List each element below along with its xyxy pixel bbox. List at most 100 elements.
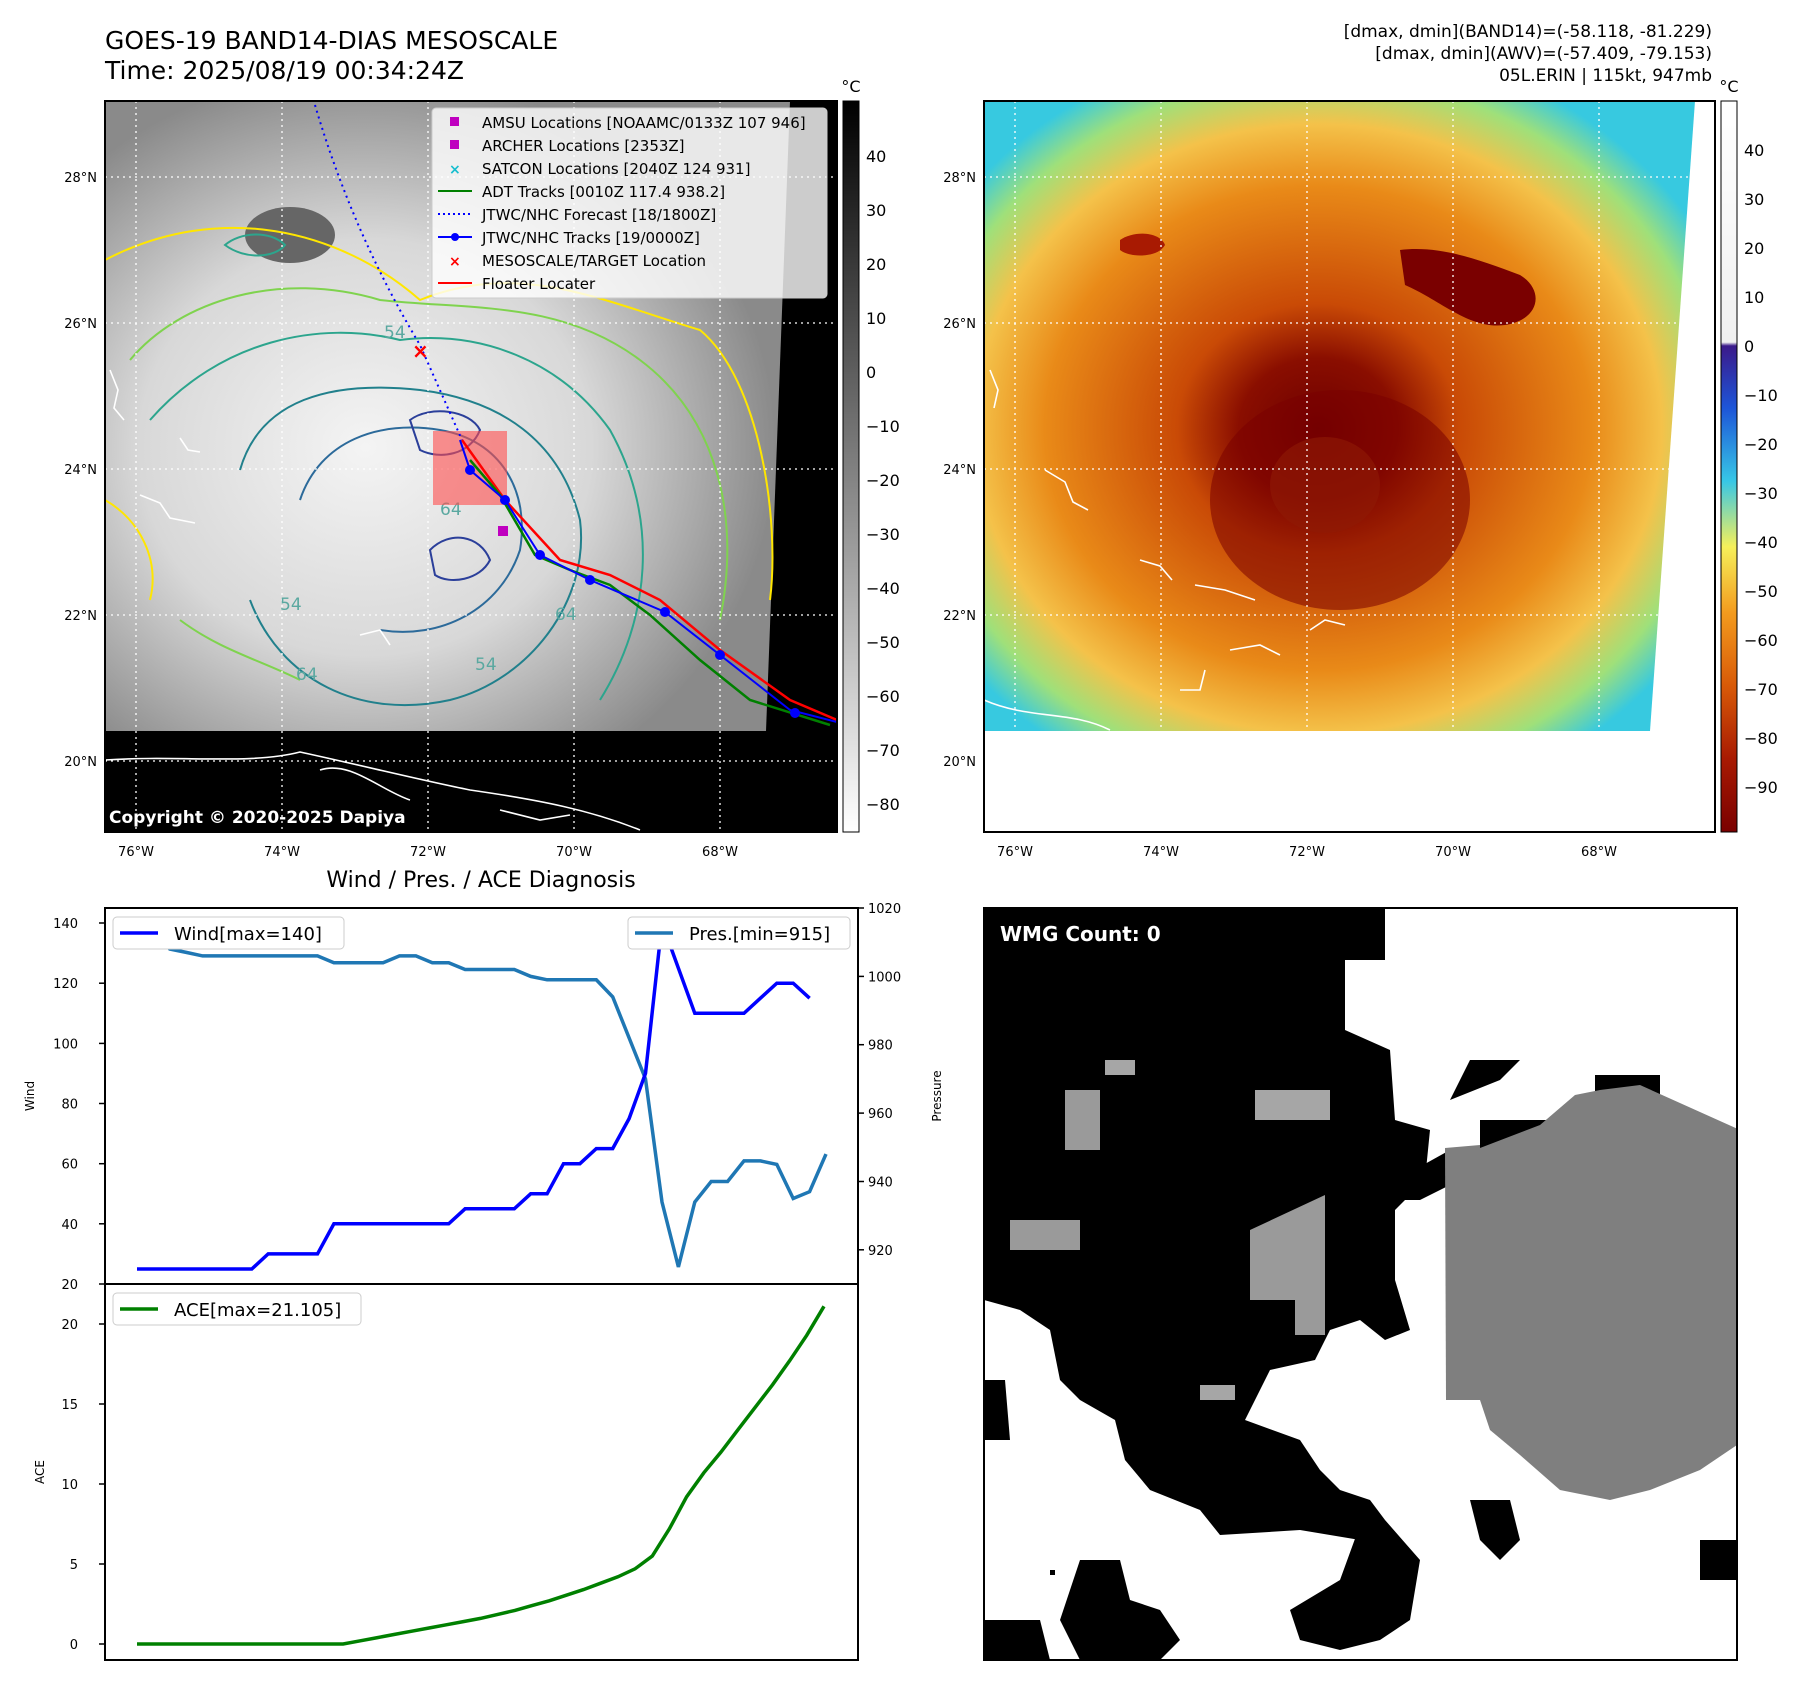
cbar-tick: −40	[1744, 533, 1778, 552]
lat-tick: 26°N	[64, 317, 97, 332]
forecast-track	[314, 104, 463, 441]
axis-tick-label: 5	[70, 1558, 78, 1573]
legend-amsu-marker	[450, 117, 459, 126]
cbar-tick: −70	[1744, 680, 1778, 699]
axis-tick-label: 20	[61, 1278, 78, 1293]
axis-tick-label: 60	[61, 1158, 78, 1173]
legend-adt-label: ADT Tracks [0010Z 117.4 938.2]	[482, 183, 725, 201]
cbar-tick: −50	[1744, 582, 1778, 601]
cbar-tick: −10	[1744, 386, 1778, 405]
amsu-marker	[498, 526, 508, 536]
legend-archer-label: ARCHER Locations [2353Z]	[482, 137, 685, 155]
wind-axis-ticks: 140 120 100 80 60 40 20	[53, 917, 105, 1293]
lon-tick: 76°W	[118, 845, 154, 860]
legend-archer-marker	[450, 140, 459, 149]
target-marker: ×	[412, 339, 429, 363]
cbar-tick: −50	[866, 633, 900, 652]
axis-tick-label: 100	[53, 1037, 78, 1052]
wmg-frame	[983, 907, 1738, 1661]
legend-target-marker: ×	[449, 254, 461, 270]
axis-tick-label: 20	[61, 1318, 78, 1333]
wmg-count-label: WMG Count: 0	[994, 919, 1167, 949]
axis-tick-label: 1020	[868, 902, 901, 917]
legend-amsu-label: AMSU Locations [NOAAMC/0133Z 107 946]	[482, 114, 806, 132]
wmg-black-region	[984, 908, 1430, 1540]
left-lon-ticks: 76°W 74°W 72°W 70°W 68°W	[118, 845, 738, 860]
lat-tick: 20°N	[943, 755, 976, 770]
info-line-3: 05L.ERIN | 115kt, 947mb	[1499, 66, 1712, 86]
cbar-tick: −70	[866, 741, 900, 760]
contour-label: 54	[475, 655, 497, 675]
lon-tick: 68°W	[702, 845, 738, 860]
axis-tick-label: 140	[53, 917, 78, 932]
axis-tick-label: 960	[868, 1107, 893, 1122]
map-legend: AMSU Locations [NOAAMC/0133Z 107 946] AR…	[431, 107, 828, 299]
axis-tick-label: 940	[868, 1176, 893, 1191]
ace-series-line	[137, 1305, 826, 1646]
lat-tick: 28°N	[943, 171, 976, 186]
contour-label: 54	[384, 323, 406, 343]
left-map-frame	[104, 100, 838, 833]
left-colorbar: °C 40 30 20 10 0 −10 −20 −30 −40 −50 −60…	[841, 77, 900, 833]
wmg-panel	[984, 908, 1737, 1660]
right-map-panel	[984, 101, 1715, 832]
cbar-tick: 10	[1744, 288, 1764, 307]
pressure-legend: Pres.[min=915]	[627, 916, 851, 950]
legend-jtwc-label: JTWC/NHC Tracks [19/0000Z]	[481, 229, 700, 247]
cbar-tick: 20	[1744, 239, 1764, 258]
cbar-tick: −30	[866, 525, 900, 544]
cbar-tick: 40	[1744, 141, 1764, 160]
coastlines	[105, 369, 641, 831]
ace-panel: 20 15 10 5 0 ACE ACE[max=21.105]	[33, 1283, 859, 1661]
pressure-axis-label: Pressure	[930, 1070, 944, 1121]
wind-legend-label: Wind[max=140]	[174, 924, 322, 945]
lon-tick: 70°W	[556, 845, 592, 860]
diag-title: Wind / Pres. / ACE Diagnosis	[326, 868, 635, 893]
left-colorbar-unit: °C	[841, 77, 860, 96]
cbar-tick: −80	[866, 795, 900, 814]
right-coastlines	[984, 369, 1346, 731]
cbar-tick: −60	[866, 687, 900, 706]
cbar-tick: 40	[866, 147, 886, 166]
legend-floater-label: Floater Locater	[482, 275, 596, 293]
floater-track	[460, 439, 837, 722]
lat-tick: 28°N	[64, 171, 97, 186]
copyright-text: Copyright © 2020-2025 Dapiya	[109, 808, 406, 828]
left-colorbar-ticks: 40 30 20 10 0 −10 −20 −30 −40 −50 −60 −7…	[866, 147, 900, 814]
cbar-tick: −90	[1744, 778, 1778, 797]
contour-label: 64	[296, 665, 318, 685]
left-lat-ticks: 28°N 26°N 24°N 22°N 20°N	[64, 171, 97, 770]
cbar-tick: −20	[1744, 435, 1778, 454]
cbar-tick: 0	[1744, 337, 1754, 356]
axis-tick-label: 920	[868, 1244, 893, 1259]
wmg-grey-region	[1480, 1085, 1737, 1500]
legend-satcon-marker: ×	[449, 162, 461, 178]
lon-tick: 74°W	[264, 845, 300, 860]
axis-tick-label: 15	[61, 1398, 78, 1413]
lat-tick: 26°N	[943, 317, 976, 332]
cbar-tick: −60	[1744, 631, 1778, 650]
contour-label: 64	[555, 605, 577, 625]
axis-tick-label: 10	[61, 1478, 78, 1493]
lon-tick: 76°W	[997, 845, 1033, 860]
legend-satcon-label: SATCON Locations [2040Z 124 931]	[482, 160, 750, 178]
cbar-tick: −30	[1744, 484, 1778, 503]
lat-tick: 20°N	[64, 755, 97, 770]
axis-tick-label: 120	[53, 977, 78, 992]
lat-tick: 22°N	[64, 609, 97, 624]
jtwc-points	[465, 465, 800, 718]
right-colorbar-unit: °C	[1719, 77, 1738, 96]
ace-axis-ticks: 20 15 10 5 0	[61, 1318, 105, 1653]
pressure-legend-label: Pres.[min=915]	[689, 924, 830, 945]
cold-cloud-top	[1400, 249, 1536, 326]
title-line-1: GOES-19 BAND14-DIAS MESOSCALE	[105, 26, 559, 55]
axis-tick-label: 0	[70, 1638, 78, 1653]
axis-tick-label: 980	[868, 1039, 893, 1054]
lat-tick: 24°N	[64, 463, 97, 478]
title-line-2: Time: 2025/08/19 00:34:24Z	[105, 56, 464, 85]
wind-axis-label: Wind	[23, 1081, 37, 1111]
cbar-tick: −20	[866, 471, 900, 490]
right-colorbar: °C 40 30 20 10 0 −10 −20 −30 −40 −50 −60…	[1719, 77, 1778, 833]
wind-legend: Wind[max=140]	[112, 916, 345, 950]
